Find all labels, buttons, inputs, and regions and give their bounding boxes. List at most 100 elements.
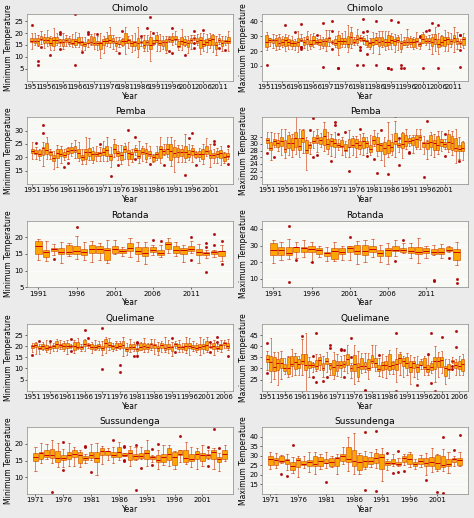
PathPatch shape (128, 450, 132, 460)
PathPatch shape (203, 252, 210, 255)
PathPatch shape (124, 33, 127, 42)
PathPatch shape (133, 454, 138, 459)
PathPatch shape (65, 38, 67, 42)
PathPatch shape (112, 246, 118, 253)
PathPatch shape (353, 39, 356, 42)
PathPatch shape (42, 147, 45, 155)
PathPatch shape (337, 35, 340, 48)
PathPatch shape (285, 247, 292, 255)
PathPatch shape (440, 36, 443, 45)
PathPatch shape (221, 40, 223, 47)
PathPatch shape (83, 340, 86, 346)
PathPatch shape (435, 455, 439, 469)
PathPatch shape (311, 363, 314, 367)
PathPatch shape (374, 37, 377, 44)
PathPatch shape (95, 152, 98, 156)
PathPatch shape (293, 41, 296, 46)
PathPatch shape (102, 149, 105, 154)
PathPatch shape (359, 37, 362, 40)
PathPatch shape (377, 250, 383, 255)
PathPatch shape (293, 247, 300, 252)
PathPatch shape (34, 343, 37, 348)
PathPatch shape (104, 248, 110, 260)
PathPatch shape (153, 343, 156, 348)
PathPatch shape (157, 250, 164, 255)
PathPatch shape (71, 39, 73, 44)
PathPatch shape (137, 38, 139, 49)
X-axis label: Year: Year (357, 505, 373, 514)
PathPatch shape (449, 39, 452, 44)
PathPatch shape (318, 457, 323, 467)
Title: Pemba: Pemba (115, 108, 146, 117)
PathPatch shape (419, 458, 423, 464)
PathPatch shape (411, 137, 414, 145)
PathPatch shape (336, 361, 338, 371)
PathPatch shape (195, 346, 198, 350)
PathPatch shape (159, 146, 162, 157)
PathPatch shape (87, 40, 89, 44)
PathPatch shape (36, 241, 42, 254)
PathPatch shape (135, 247, 141, 254)
PathPatch shape (158, 40, 161, 45)
PathPatch shape (365, 40, 368, 45)
PathPatch shape (356, 363, 359, 377)
PathPatch shape (273, 458, 278, 465)
PathPatch shape (55, 451, 60, 462)
PathPatch shape (372, 38, 374, 45)
PathPatch shape (353, 355, 356, 371)
PathPatch shape (287, 39, 290, 46)
PathPatch shape (183, 451, 188, 463)
PathPatch shape (419, 42, 421, 46)
PathPatch shape (127, 243, 133, 251)
PathPatch shape (301, 131, 304, 141)
PathPatch shape (139, 343, 142, 350)
PathPatch shape (266, 354, 269, 362)
PathPatch shape (315, 40, 318, 43)
PathPatch shape (52, 155, 55, 161)
PathPatch shape (297, 38, 299, 46)
PathPatch shape (374, 453, 378, 464)
PathPatch shape (211, 450, 216, 459)
PathPatch shape (109, 153, 112, 160)
X-axis label: Year: Year (357, 92, 373, 100)
PathPatch shape (462, 37, 465, 45)
PathPatch shape (190, 38, 192, 43)
PathPatch shape (346, 36, 349, 48)
PathPatch shape (275, 38, 277, 46)
PathPatch shape (111, 38, 114, 44)
X-axis label: Year: Year (122, 92, 138, 100)
PathPatch shape (434, 35, 437, 45)
PathPatch shape (171, 346, 173, 351)
PathPatch shape (340, 139, 343, 147)
PathPatch shape (89, 452, 93, 458)
PathPatch shape (450, 136, 454, 150)
PathPatch shape (209, 346, 212, 348)
PathPatch shape (290, 39, 293, 46)
PathPatch shape (444, 366, 447, 376)
PathPatch shape (156, 346, 159, 351)
PathPatch shape (102, 39, 105, 46)
PathPatch shape (419, 135, 421, 140)
PathPatch shape (106, 147, 109, 156)
PathPatch shape (74, 38, 77, 46)
X-axis label: Year: Year (357, 195, 373, 204)
Title: Chimolo: Chimolo (111, 4, 148, 13)
PathPatch shape (183, 39, 186, 45)
PathPatch shape (188, 343, 191, 349)
PathPatch shape (58, 248, 64, 254)
PathPatch shape (454, 249, 460, 261)
PathPatch shape (312, 36, 315, 44)
PathPatch shape (409, 38, 411, 44)
PathPatch shape (287, 357, 290, 373)
PathPatch shape (99, 42, 101, 49)
PathPatch shape (406, 37, 409, 45)
PathPatch shape (69, 345, 72, 347)
PathPatch shape (49, 38, 52, 45)
PathPatch shape (205, 341, 208, 350)
PathPatch shape (180, 248, 187, 254)
PathPatch shape (209, 38, 211, 45)
PathPatch shape (127, 39, 130, 43)
PathPatch shape (305, 140, 308, 153)
PathPatch shape (280, 357, 283, 368)
PathPatch shape (409, 362, 412, 372)
